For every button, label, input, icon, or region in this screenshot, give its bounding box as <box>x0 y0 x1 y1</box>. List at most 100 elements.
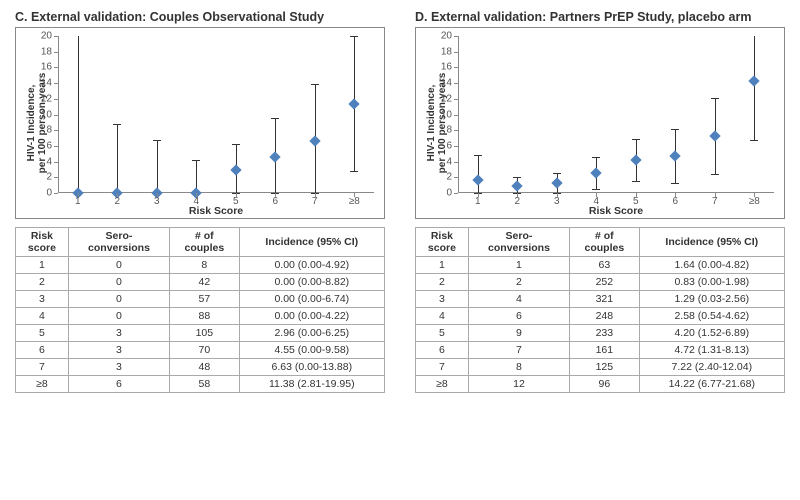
table-cell: 1 <box>16 257 69 274</box>
table-cell: 4.20 (1.52-6.89) <box>639 325 784 342</box>
table-cell: 42 <box>170 274 240 291</box>
table-row: 20420.00 (0.00-8.82) <box>16 274 385 291</box>
table-row: 592334.20 (1.52-6.89) <box>416 325 785 342</box>
data-table: RiskscoreSero-conversions# ofcouplesInci… <box>15 227 385 393</box>
table-cell: 12 <box>468 376 569 393</box>
panel-d: D. External validation: Partners PrEP St… <box>415 10 785 393</box>
table-cell: ≥8 <box>416 376 469 393</box>
table-cell: 248 <box>570 308 640 325</box>
errorbar-cap <box>592 157 600 158</box>
y-tick-label: 8 <box>46 125 52 136</box>
table-cell: 6 <box>416 342 469 359</box>
y-tick-label: 18 <box>441 46 452 57</box>
chart: HIV-1 Incidence,per 100 person-years0246… <box>15 27 385 219</box>
table-row: 462482.58 (0.54-4.62) <box>416 308 785 325</box>
table-cell: 0.83 (0.00-1.98) <box>639 274 784 291</box>
errorbar-cap <box>711 174 719 175</box>
x-tick-mark <box>596 193 597 197</box>
table-row: 343211.29 (0.03-2.56) <box>416 291 785 308</box>
table-cell: 3 <box>416 291 469 308</box>
y-tick-label: 16 <box>41 62 52 73</box>
x-tick-mark <box>78 193 79 197</box>
table-row: ≥865811.38 (2.81-19.95) <box>16 376 385 393</box>
data-marker <box>709 131 720 142</box>
table-cell: 48 <box>170 359 240 376</box>
table-cell: 3 <box>68 325 169 342</box>
table-row: 531052.96 (0.00-6.25) <box>16 325 385 342</box>
table-cell: 5 <box>16 325 69 342</box>
y-tick-label: 20 <box>441 31 452 42</box>
y-tick-label: 18 <box>41 46 52 57</box>
y-tick-mark <box>54 52 58 53</box>
y-tick-label: 8 <box>446 125 452 136</box>
y-tick-mark <box>454 115 458 116</box>
table-cell: 252 <box>570 274 640 291</box>
table-row: 40880.00 (0.00-4.22) <box>16 308 385 325</box>
table-cell: 105 <box>170 325 240 342</box>
data-marker <box>551 177 562 188</box>
data-marker <box>472 174 483 185</box>
y-tick-mark <box>454 146 458 147</box>
table-cell: 70 <box>170 342 240 359</box>
errorbar-cap <box>750 140 758 141</box>
y-tick-mark <box>454 162 458 163</box>
table-cell: 0.00 (0.00-4.22) <box>239 308 384 325</box>
errorbar-cap <box>592 189 600 190</box>
table-cell: 0 <box>68 257 169 274</box>
column-header: Riskscore <box>416 228 469 257</box>
errorbar <box>157 140 158 193</box>
plot-area <box>458 36 774 193</box>
table-cell: ≥8 <box>16 376 69 393</box>
table-cell: 14.22 (6.77-21.68) <box>639 376 784 393</box>
x-tick-mark <box>557 193 558 197</box>
y-tick-mark <box>54 130 58 131</box>
y-tick-label: 16 <box>441 62 452 73</box>
y-tick-mark <box>454 52 458 53</box>
y-tick-mark <box>54 67 58 68</box>
y-tick-mark <box>454 99 458 100</box>
table-cell: 2.58 (0.54-4.62) <box>639 308 784 325</box>
column-header: # ofcouples <box>170 228 240 257</box>
table-cell: 321 <box>570 291 640 308</box>
table-row: 222520.83 (0.00-1.98) <box>416 274 785 291</box>
table-cell: 6 <box>68 376 169 393</box>
errorbar <box>117 124 118 193</box>
x-tick-mark <box>196 193 197 197</box>
table-cell: 0.00 (0.00-8.82) <box>239 274 384 291</box>
table-cell: 233 <box>570 325 640 342</box>
table-cell: 1 <box>468 257 569 274</box>
table-cell: 2 <box>416 274 469 291</box>
y-tick-label: 0 <box>46 188 52 199</box>
data-marker <box>591 167 602 178</box>
y-tick-label: 14 <box>41 78 52 89</box>
panel-title: C. External validation: Couples Observat… <box>15 10 385 24</box>
y-tick-label: 4 <box>446 156 452 167</box>
panel-title: D. External validation: Partners PrEP St… <box>415 10 785 24</box>
table-cell: 3 <box>68 342 169 359</box>
x-ticks: 1234567≥8Risk Score <box>58 194 374 218</box>
y-tick-mark <box>54 83 58 84</box>
errorbar-cap <box>553 173 561 174</box>
errorbar-cap <box>153 140 161 141</box>
table-cell: 0.00 (0.00-4.92) <box>239 257 384 274</box>
table-cell: 4 <box>468 291 569 308</box>
table-cell: 3 <box>68 359 169 376</box>
errorbar-cap <box>350 36 358 37</box>
x-tick-mark <box>715 193 716 197</box>
table-cell: 2 <box>468 274 569 291</box>
data-marker <box>670 150 681 161</box>
data-marker <box>230 164 241 175</box>
errorbar-cap <box>474 155 482 156</box>
y-tick-mark <box>54 177 58 178</box>
y-tick-label: 12 <box>441 93 452 104</box>
errorbar-cap <box>632 139 640 140</box>
y-tick-mark <box>54 146 58 147</box>
column-header: Incidence (95% CI) <box>239 228 384 257</box>
y-tick-label: 4 <box>46 156 52 167</box>
y-tick-mark <box>54 115 58 116</box>
table-cell: 9 <box>468 325 569 342</box>
column-header: Sero-conversions <box>68 228 169 257</box>
chart: HIV-1 Incidence,per 100 person-years0246… <box>415 27 785 219</box>
data-marker <box>270 152 281 163</box>
y-ticks: 02468101214161820 <box>434 36 454 193</box>
